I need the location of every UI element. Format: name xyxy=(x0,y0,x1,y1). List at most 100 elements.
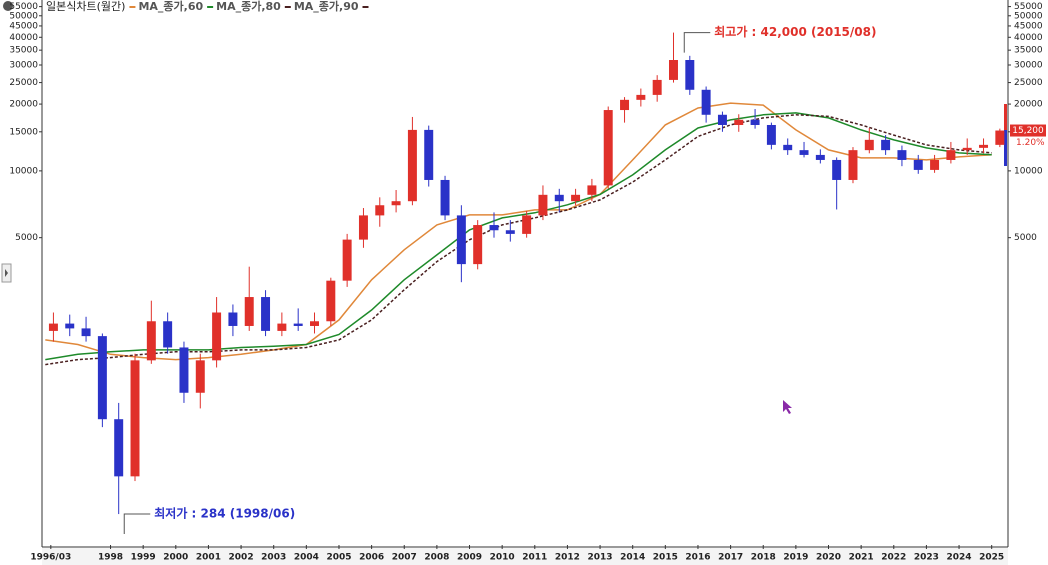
x-tick-label: 2003 xyxy=(261,553,286,563)
candle-body xyxy=(310,321,319,326)
candle-body xyxy=(326,280,336,322)
candle-body xyxy=(864,139,874,151)
candle-body xyxy=(179,347,189,393)
x-tick-label: 2009 xyxy=(457,553,482,563)
candle-body xyxy=(114,419,124,477)
x-tick-label: 2005 xyxy=(326,553,351,563)
y-tick-label: 5000 xyxy=(15,233,38,243)
candle-body xyxy=(962,147,972,151)
x-tick-label: 1996/03 xyxy=(30,553,71,563)
y-tick-label: 5000 xyxy=(1014,233,1037,243)
range-bar-up xyxy=(1004,104,1007,130)
candle-body xyxy=(979,144,989,148)
change-label: 1.20% xyxy=(1016,138,1045,148)
candle-body xyxy=(685,60,695,90)
y-tick-label: 15000 xyxy=(9,127,38,137)
candle-body xyxy=(163,321,173,348)
candle-body xyxy=(505,230,515,234)
x-tick-label: 2014 xyxy=(620,553,645,563)
y-tick-label: 30000 xyxy=(9,61,38,71)
candle-body xyxy=(65,323,75,329)
candle-body xyxy=(669,60,678,80)
x-tick-label: 1999 xyxy=(131,553,156,563)
y-tick-label: 35000 xyxy=(1014,46,1043,56)
candle-body xyxy=(130,360,140,477)
candle-body xyxy=(293,323,303,326)
x-tick-label: 2006 xyxy=(359,553,384,563)
candle-body xyxy=(554,194,564,202)
y-tick-label: 25000 xyxy=(9,78,38,88)
x-tick-label: 2001 xyxy=(196,553,221,563)
x-tick-label: 2011 xyxy=(522,553,547,563)
y-tick-label: 20000 xyxy=(1014,100,1043,110)
candle-body xyxy=(881,139,891,151)
range-bar-down xyxy=(1004,130,1007,166)
x-tick-label: 2018 xyxy=(751,553,776,563)
y-tick-label: 55000 xyxy=(9,2,38,12)
y-tick-label: 45000 xyxy=(9,21,38,31)
legend-label: MA_종가,90 xyxy=(294,0,359,13)
x-tick-label: 2022 xyxy=(881,553,906,563)
candle-body xyxy=(358,215,368,240)
x-tick-label: 2020 xyxy=(816,553,841,563)
candle-body xyxy=(489,225,499,231)
candle-body xyxy=(146,321,156,361)
legend-label: MA_종가,80 xyxy=(216,0,281,13)
candle-body xyxy=(620,99,630,111)
candle-body xyxy=(391,201,401,206)
chart-title: 일본식차트(월간) xyxy=(46,0,125,13)
candle-body xyxy=(244,297,254,326)
candle-body xyxy=(195,360,205,393)
x-tick-label: 1998 xyxy=(98,553,123,563)
candle-body xyxy=(440,179,450,216)
y-tick-label: 45000 xyxy=(1014,21,1043,31)
candle-body xyxy=(783,144,793,151)
candle-body xyxy=(473,225,483,265)
candle-body xyxy=(277,323,287,331)
x-tick-label: 2016 xyxy=(685,553,710,563)
side-toggle-arrow xyxy=(5,269,8,277)
candle-body xyxy=(228,312,238,326)
candle-body xyxy=(930,159,940,170)
candle-body xyxy=(995,130,1005,145)
candle-body xyxy=(750,119,760,125)
candle-body xyxy=(456,215,466,265)
x-tick-label: 2007 xyxy=(392,553,417,563)
y-tick-label: 40000 xyxy=(1014,33,1043,43)
candle-body xyxy=(734,119,744,125)
x-tick-label: 2019 xyxy=(783,553,808,563)
x-tick-label: 2017 xyxy=(718,553,743,563)
y-tick-label: 50000 xyxy=(9,11,38,21)
candle-body xyxy=(571,194,581,202)
candle-body xyxy=(48,323,58,331)
y-tick-label: 30000 xyxy=(1014,61,1043,71)
candle-body xyxy=(652,79,662,95)
candle-body xyxy=(913,159,923,170)
candle-body xyxy=(342,239,352,281)
candle-body xyxy=(832,159,842,180)
candle-body xyxy=(424,129,434,180)
x-tick-label: 2025 xyxy=(979,553,1004,563)
candle-body xyxy=(212,312,222,361)
x-tick-label: 2010 xyxy=(490,553,515,563)
annotation-leader xyxy=(683,32,711,53)
menu-icon[interactable] xyxy=(3,1,13,11)
y-tick-label: 25000 xyxy=(1014,78,1043,88)
x-tick-label: 2002 xyxy=(229,553,254,563)
x-tick-label: 2013 xyxy=(588,553,613,563)
mouse-cursor xyxy=(783,400,792,414)
x-tick-label: 2015 xyxy=(653,553,678,563)
candle-body xyxy=(522,215,532,234)
candle-body xyxy=(848,150,858,180)
x-tick-label: 2008 xyxy=(424,553,449,563)
y-tick-label: 55000 xyxy=(1014,2,1043,12)
candle-body xyxy=(717,114,727,125)
y-tick-label: 35000 xyxy=(9,46,38,56)
last-price-label: 15,200 xyxy=(1012,126,1044,136)
y-tick-label: 20000 xyxy=(9,100,38,110)
candle-body xyxy=(538,194,548,216)
x-tick-label: 2004 xyxy=(294,553,319,563)
y-tick-label: 40000 xyxy=(9,33,38,43)
x-axis-band xyxy=(42,548,1008,565)
